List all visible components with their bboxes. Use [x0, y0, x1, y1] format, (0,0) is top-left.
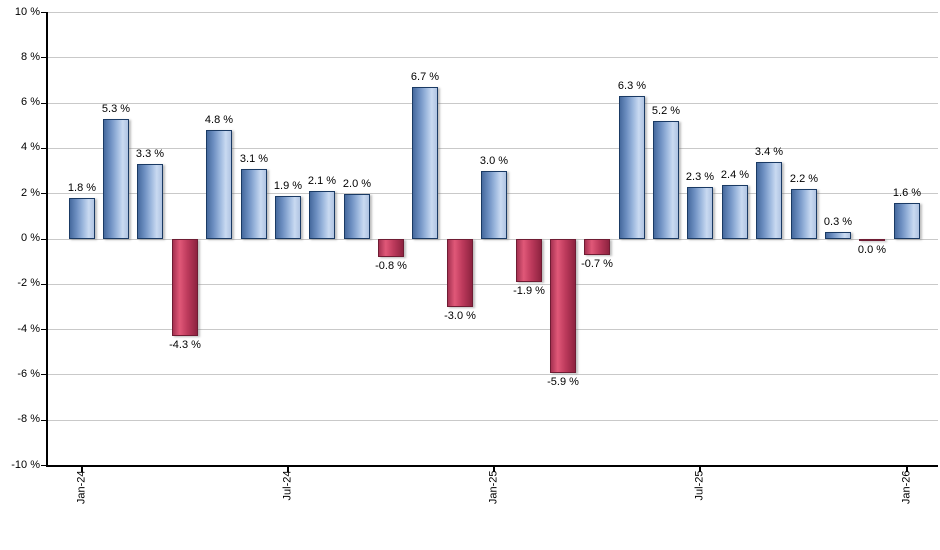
bar: [756, 162, 782, 239]
bar-value-label: 3.0 %: [479, 155, 509, 167]
y-axis-label: -8 %: [17, 413, 40, 425]
bar-value-label: 2.4 %: [720, 169, 750, 181]
gridline: [48, 57, 938, 58]
x-axis-tick: [699, 467, 701, 472]
bar: [859, 239, 885, 241]
gridline: [48, 239, 938, 240]
bar: [447, 239, 473, 307]
y-axis-tick: [41, 193, 46, 194]
bar-value-label: 4.8 %: [204, 114, 234, 126]
bar-value-label: 5.3 %: [101, 103, 131, 115]
bar-value-label: 3.3 %: [135, 148, 165, 160]
bar: [653, 121, 679, 239]
y-axis-tick: [41, 148, 46, 149]
y-axis-label: -2 %: [17, 277, 40, 289]
y-axis-line: [46, 12, 48, 466]
x-axis-tick: [287, 467, 289, 472]
bar-value-label: -0.8 %: [375, 260, 407, 272]
x-axis-tick: [906, 467, 908, 472]
bar: [412, 87, 438, 239]
bar-value-label: -4.3 %: [169, 339, 201, 351]
bar-value-label: 2.3 %: [685, 171, 715, 183]
bar: [687, 187, 713, 239]
bar: [619, 96, 645, 239]
bar-value-label: 1.6 %: [892, 187, 922, 199]
y-axis-label: 10 %: [14, 6, 40, 18]
bar: [69, 198, 95, 239]
bar: [137, 164, 163, 239]
bar: [275, 196, 301, 239]
bar-value-label: 3.1 %: [239, 153, 269, 165]
bar-value-label: 1.8 %: [67, 182, 97, 194]
gridline: [48, 374, 938, 375]
bar-value-label: -1.9 %: [513, 285, 545, 297]
y-axis-label: 8 %: [21, 51, 40, 63]
x-axis-tick: [493, 467, 495, 472]
y-axis-label: -6 %: [17, 368, 40, 380]
y-axis-label: -10 %: [11, 459, 40, 471]
bar: [584, 239, 610, 255]
bar: [722, 185, 748, 239]
bar-value-label: -3.0 %: [444, 310, 476, 322]
bar-value-label: 2.1 %: [307, 175, 337, 187]
y-axis-tick: [41, 103, 46, 104]
y-axis-tick: [41, 284, 46, 285]
x-axis-label: Jan-26: [900, 470, 913, 505]
bar-value-label: 2.0 %: [342, 178, 372, 190]
gridline: [48, 284, 938, 285]
gridline: [48, 12, 938, 13]
x-axis-label: Jan-25: [487, 470, 500, 505]
y-axis-tick: [41, 239, 46, 240]
y-axis-tick: [41, 12, 46, 13]
bar: [825, 232, 851, 239]
y-axis-label: 4 %: [21, 141, 40, 153]
x-axis-label: Jul-24: [281, 470, 294, 501]
bar-value-label: 6.3 %: [617, 80, 647, 92]
bar: [378, 239, 404, 257]
bar: [241, 169, 267, 239]
bar-value-label: 1.9 %: [273, 180, 303, 192]
y-axis-tick: [41, 57, 46, 58]
bar: [791, 189, 817, 239]
y-axis-tick: [41, 420, 46, 421]
bar: [344, 194, 370, 239]
y-axis-tick: [41, 329, 46, 330]
y-axis-label: -4 %: [17, 323, 40, 335]
gridline: [48, 420, 938, 421]
gridline: [48, 148, 938, 149]
bar: [894, 203, 920, 239]
bar-value-label: 3.4 %: [754, 146, 784, 158]
bar: [206, 130, 232, 239]
bar: [103, 119, 129, 239]
y-axis-label: 2 %: [21, 187, 40, 199]
y-axis-label: 0 %: [21, 232, 40, 244]
bar: [309, 191, 335, 239]
bar: [172, 239, 198, 336]
bar-value-label: 2.2 %: [789, 173, 819, 185]
bar-value-label: 6.7 %: [410, 71, 440, 83]
bar-value-label: -5.9 %: [547, 376, 579, 388]
bar-value-label: 0.3 %: [823, 216, 853, 228]
x-axis-tick: [81, 467, 83, 472]
bar: [516, 239, 542, 282]
x-axis-label: Jul-25: [693, 470, 706, 501]
gridline: [48, 103, 938, 104]
bar: [550, 239, 576, 373]
plot-area: 1.8 % 5.3 % 3.3 % -4.3 % 4.8 % 3.1 % 1.9 % 2.1 …: [48, 12, 938, 465]
y-axis-tick: [41, 465, 46, 466]
bar-value-label: 0.0 %: [857, 244, 887, 256]
bar-value-label: 5.2 %: [651, 105, 681, 117]
bar: [481, 171, 507, 239]
gridline: [48, 329, 938, 330]
x-axis-label: Jan-24: [75, 470, 88, 505]
y-axis-label: 6 %: [21, 96, 40, 108]
y-axis-tick: [41, 374, 46, 375]
x-axis-line: [46, 465, 938, 467]
bar-value-label: -0.7 %: [581, 258, 613, 270]
